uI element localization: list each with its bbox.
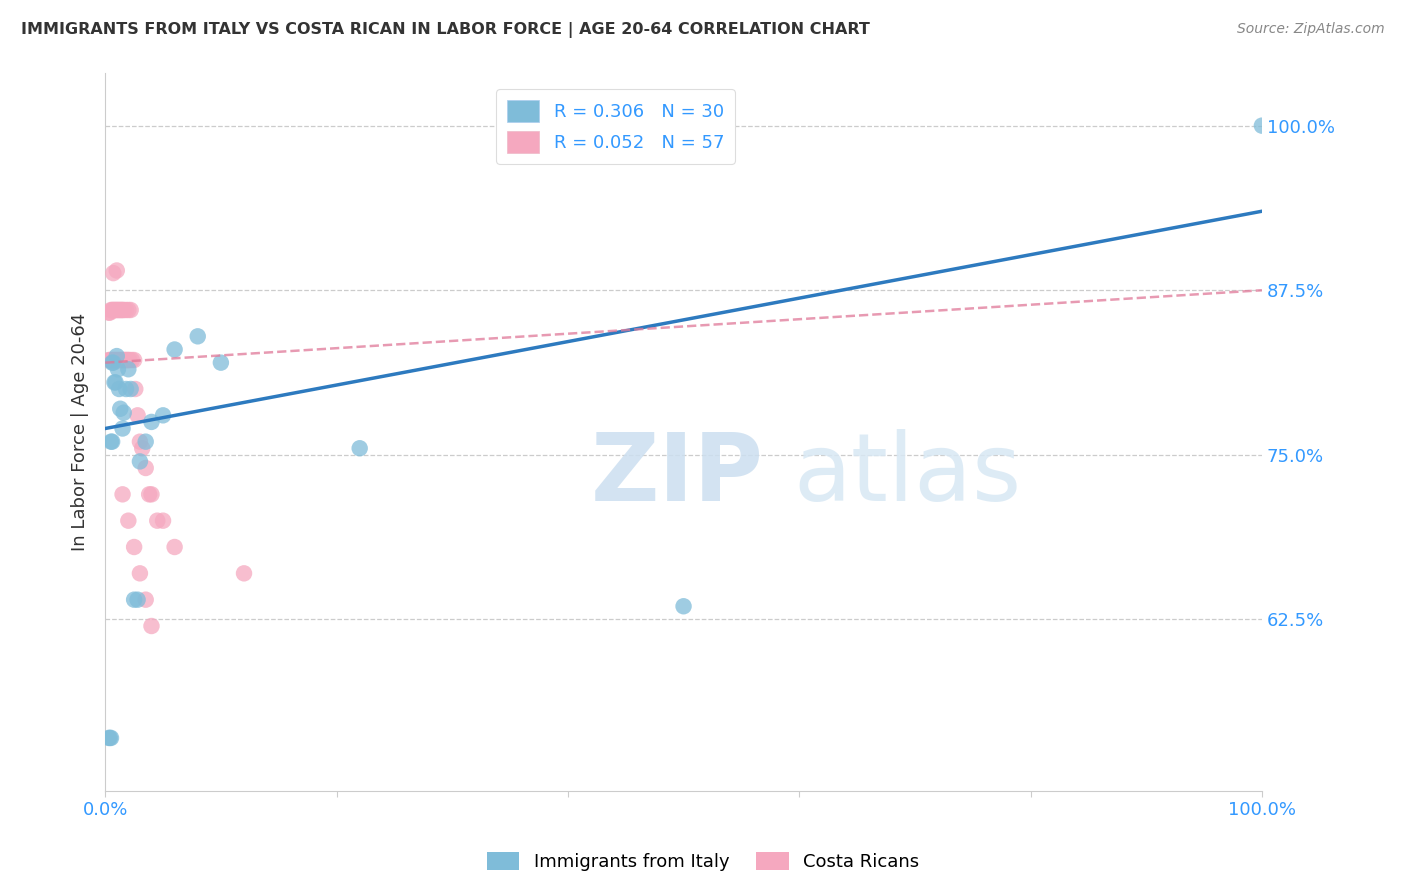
Point — [129, 454, 152, 468]
Point — [98, 305, 121, 319]
Point — [103, 353, 125, 368]
Point — [141, 619, 163, 633]
Point — [101, 434, 124, 449]
Point — [110, 303, 132, 318]
Point — [103, 266, 125, 280]
Legend: R = 0.306   N = 30, R = 0.052   N = 57: R = 0.306 N = 30, R = 0.052 N = 57 — [496, 89, 735, 164]
Point — [112, 303, 135, 318]
Point — [122, 353, 145, 368]
Point — [129, 434, 152, 449]
Point — [105, 263, 128, 277]
Point — [117, 514, 139, 528]
Text: IMMIGRANTS FROM ITALY VS COSTA RICAN IN LABOR FORCE | AGE 20-64 CORRELATION CHAR: IMMIGRANTS FROM ITALY VS COSTA RICAN IN … — [21, 22, 870, 38]
Point — [97, 353, 120, 368]
Point — [111, 421, 134, 435]
Point — [121, 353, 143, 368]
Point — [672, 599, 695, 614]
Point — [108, 353, 131, 368]
Point — [104, 303, 127, 318]
Point — [120, 382, 142, 396]
Point — [127, 592, 149, 607]
Point — [105, 303, 128, 318]
Point — [152, 514, 174, 528]
Point — [107, 362, 129, 376]
Point — [129, 566, 152, 581]
Point — [141, 415, 163, 429]
Point — [101, 356, 124, 370]
Point — [111, 353, 134, 368]
Point — [110, 353, 132, 368]
Point — [108, 303, 131, 318]
Point — [103, 353, 125, 368]
Point — [1251, 119, 1274, 133]
Point — [101, 353, 124, 368]
Point — [111, 303, 134, 318]
Point — [233, 566, 256, 581]
Point — [107, 303, 129, 318]
Point — [117, 353, 139, 368]
Point — [110, 303, 132, 318]
Point — [117, 362, 139, 376]
Point — [98, 731, 121, 745]
Point — [349, 442, 371, 456]
Point — [97, 731, 120, 745]
Point — [104, 353, 127, 368]
Text: Source: ZipAtlas.com: Source: ZipAtlas.com — [1237, 22, 1385, 37]
Point — [104, 376, 127, 390]
Point — [115, 303, 138, 318]
Point — [100, 731, 122, 745]
Point — [135, 461, 157, 475]
Point — [118, 353, 141, 368]
Point — [152, 409, 174, 423]
Point — [163, 540, 186, 554]
Point — [138, 487, 160, 501]
Point — [107, 353, 129, 368]
Point — [135, 592, 157, 607]
Point — [112, 406, 135, 420]
Point — [115, 353, 138, 368]
Point — [103, 376, 125, 390]
Point — [115, 382, 138, 396]
Point — [122, 540, 145, 554]
Point — [105, 353, 128, 368]
Point — [112, 353, 135, 368]
Point — [98, 353, 121, 368]
Point — [187, 329, 209, 343]
Point — [131, 442, 153, 456]
Point — [97, 305, 120, 319]
Point — [114, 353, 136, 368]
Point — [108, 382, 131, 396]
Point — [100, 353, 122, 368]
Y-axis label: In Labor Force | Age 20-64: In Labor Force | Age 20-64 — [72, 313, 89, 551]
Point — [120, 303, 142, 318]
Point — [141, 487, 163, 501]
Point — [110, 401, 132, 416]
Point — [103, 303, 125, 318]
Point — [146, 514, 169, 528]
Point — [135, 434, 157, 449]
Point — [101, 303, 124, 318]
Point — [122, 592, 145, 607]
Legend: Immigrants from Italy, Costa Ricans: Immigrants from Italy, Costa Ricans — [479, 845, 927, 879]
Point — [103, 303, 125, 318]
Point — [115, 353, 138, 368]
Point — [105, 349, 128, 363]
Point — [111, 487, 134, 501]
Point — [103, 356, 125, 370]
Text: atlas: atlas — [793, 429, 1022, 521]
Point — [209, 356, 232, 370]
Point — [124, 382, 146, 396]
Point — [110, 353, 132, 368]
Point — [100, 303, 122, 318]
Text: ZIP: ZIP — [591, 429, 763, 521]
Point — [117, 303, 139, 318]
Point — [127, 409, 149, 423]
Point — [163, 343, 186, 357]
Point — [100, 434, 122, 449]
